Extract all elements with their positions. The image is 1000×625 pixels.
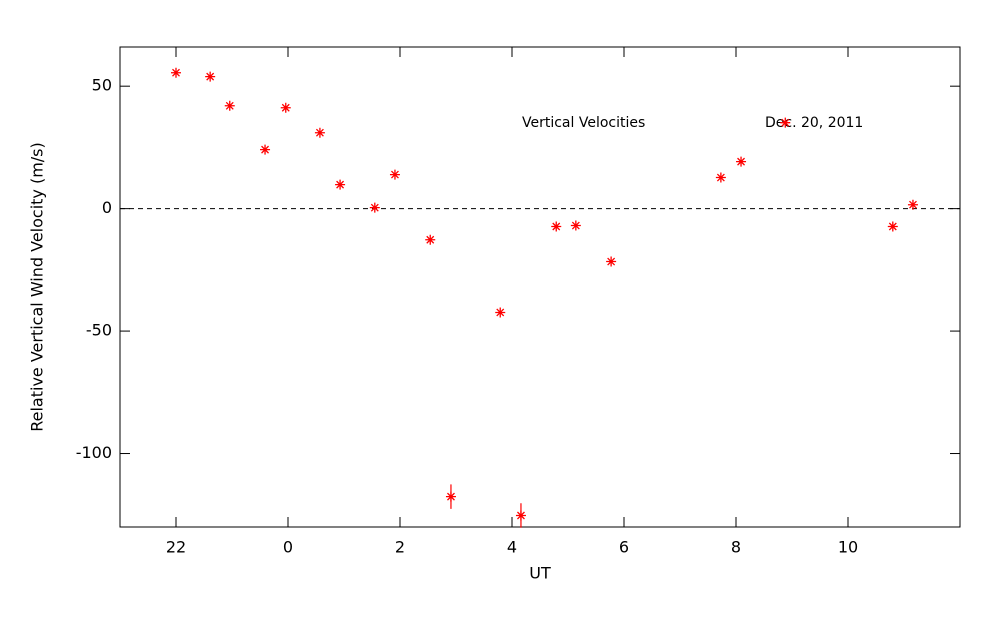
point bbox=[495, 307, 506, 318]
x-tick-label: 4 bbox=[507, 538, 517, 557]
x-tick-label: 8 bbox=[731, 538, 741, 557]
x-tick-label: 2 bbox=[395, 538, 405, 557]
chart-title: Vertical Velocities bbox=[522, 115, 645, 131]
point bbox=[314, 127, 325, 138]
point bbox=[780, 117, 791, 128]
point bbox=[570, 220, 581, 231]
y-tick-label: -50 bbox=[86, 321, 112, 340]
y-axis-label: Relative Vertical Wind Velocity (m/s) bbox=[28, 142, 47, 432]
point bbox=[736, 156, 747, 167]
y-tick-label: 0 bbox=[102, 198, 112, 217]
y-tick-label: -100 bbox=[76, 443, 112, 462]
point bbox=[551, 221, 562, 232]
point bbox=[389, 169, 400, 180]
x-tick-label: 6 bbox=[619, 538, 629, 557]
point bbox=[445, 491, 456, 502]
point bbox=[606, 256, 617, 267]
plot-frame bbox=[119, 46, 961, 528]
x-tick-label: 10 bbox=[838, 538, 858, 557]
point bbox=[335, 179, 346, 190]
point bbox=[260, 144, 271, 155]
point bbox=[515, 510, 526, 521]
y-tick-label: 50 bbox=[92, 76, 112, 95]
point bbox=[280, 102, 291, 113]
x-axis-label: UT bbox=[529, 564, 551, 583]
point bbox=[907, 199, 918, 210]
x-tick-label: 0 bbox=[283, 538, 293, 557]
point bbox=[715, 172, 726, 183]
point bbox=[887, 221, 898, 232]
point bbox=[369, 202, 380, 213]
point bbox=[205, 71, 216, 82]
x-tick-label: 22 bbox=[166, 538, 186, 557]
point bbox=[425, 234, 436, 245]
point bbox=[224, 100, 235, 111]
point bbox=[171, 67, 181, 78]
annotation: Dec. 20, 2011 bbox=[765, 115, 863, 131]
